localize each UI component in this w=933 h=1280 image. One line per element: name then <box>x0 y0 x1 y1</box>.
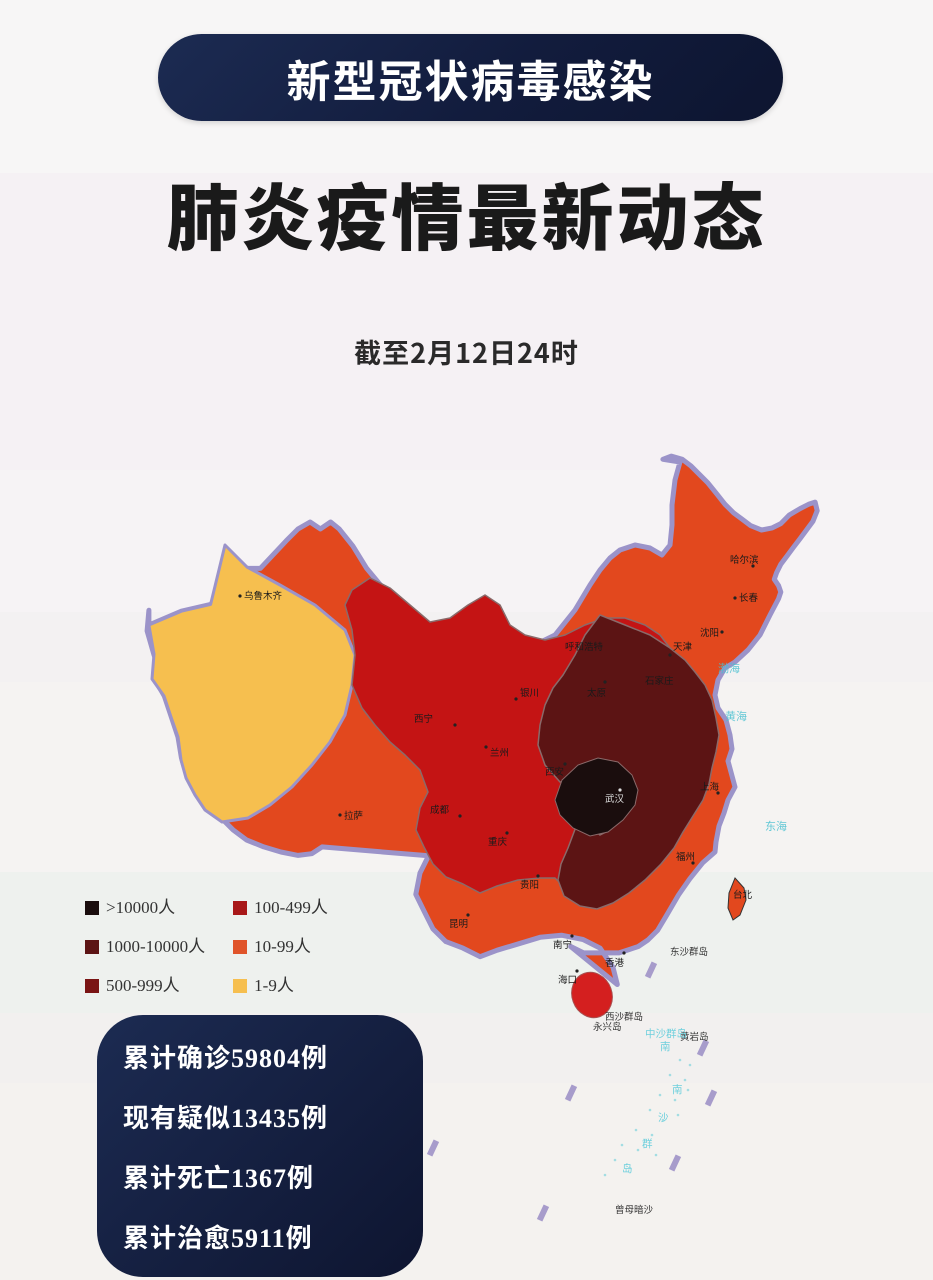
svg-text:黄海: 黄海 <box>725 708 747 724</box>
svg-text:昆明: 昆明 <box>449 916 468 930</box>
svg-text:南宁: 南宁 <box>553 937 572 951</box>
svg-text:重庆: 重庆 <box>488 834 508 848</box>
svg-text:太原: 太原 <box>587 685 606 699</box>
svg-text:群: 群 <box>642 1136 653 1151</box>
svg-text:兰州: 兰州 <box>490 745 509 759</box>
svg-text:西宁: 西宁 <box>414 711 433 725</box>
svg-text:福州: 福州 <box>676 849 695 863</box>
svg-text:武汉: 武汉 <box>605 791 625 805</box>
svg-text:香港: 香港 <box>605 955 625 969</box>
svg-text:曾母暗沙: 曾母暗沙 <box>615 1202 654 1216</box>
svg-text:东海: 东海 <box>765 818 787 834</box>
svg-text:沙: 沙 <box>658 1110 669 1125</box>
svg-text:成都: 成都 <box>430 802 450 816</box>
svg-text:西安: 西安 <box>545 764 564 778</box>
svg-text:永兴岛: 永兴岛 <box>593 1019 622 1033</box>
svg-text:海口: 海口 <box>558 972 577 986</box>
svg-text:银川: 银川 <box>520 685 539 699</box>
svg-text:贵阳: 贵阳 <box>520 877 539 891</box>
svg-text:南: 南 <box>672 1082 683 1097</box>
svg-text:台北: 台北 <box>733 887 753 901</box>
svg-text:东沙群岛: 东沙群岛 <box>670 944 708 958</box>
svg-text:南: 南 <box>660 1039 671 1054</box>
svg-text:上海: 上海 <box>700 779 720 793</box>
svg-text:渤海: 渤海 <box>718 660 740 676</box>
svg-text:长春: 长春 <box>739 590 759 604</box>
svg-text:沈阳: 沈阳 <box>700 625 719 639</box>
svg-text:呼和浩特: 呼和浩特 <box>565 639 604 653</box>
svg-text:拉萨: 拉萨 <box>344 808 364 822</box>
svg-text:哈尔滨: 哈尔滨 <box>730 552 759 566</box>
svg-text:石家庄: 石家庄 <box>645 673 674 687</box>
svg-text:乌鲁木齐: 乌鲁木齐 <box>244 588 283 602</box>
svg-text:天津: 天津 <box>673 639 693 653</box>
